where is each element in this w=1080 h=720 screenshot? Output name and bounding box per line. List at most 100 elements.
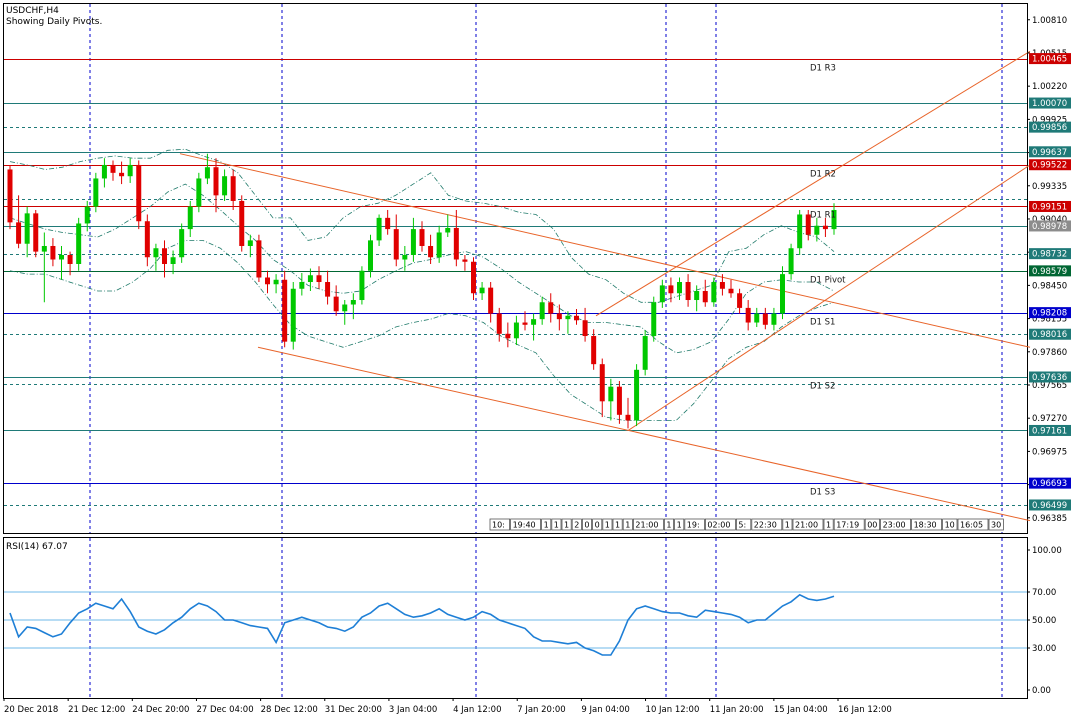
price-tick-label-5: 0.99335 — [1032, 182, 1067, 192]
session-label-25: 10 — [945, 521, 955, 530]
candle-body-74 — [642, 336, 648, 370]
candle-body-93 — [805, 214, 811, 235]
session-box-26 — [957, 518, 989, 531]
price-tag-box-1 — [1029, 97, 1071, 109]
price-tag-box-12 — [1029, 424, 1071, 436]
rsi-line — [9, 593, 835, 656]
time-label-3: 27 Dec 04:00 — [196, 705, 253, 715]
price-tick-label-13: 0.96975 — [1032, 447, 1067, 457]
candle-body-66 — [574, 315, 579, 321]
candle-body-45 — [393, 229, 399, 260]
candle-body-96 — [831, 209, 837, 230]
candle-body-1 — [16, 222, 22, 244]
price-tag-10: 0.98016 — [1032, 330, 1067, 340]
candle-body-52 — [453, 227, 459, 260]
main-plot-frame — [3, 3, 1028, 534]
session-label-5: 2 — [574, 521, 579, 530]
session-box-25 — [942, 518, 958, 531]
time-label-9: 9 Jan 04:00 — [581, 705, 629, 715]
time-label-10: 10 Jan 12:00 — [646, 705, 700, 715]
candle-body-37 — [325, 282, 331, 297]
candle-body-22 — [196, 178, 202, 207]
candle-body-47 — [410, 229, 416, 255]
session-box-8 — [602, 518, 613, 531]
candle-body-72 — [625, 414, 631, 421]
session-box-6 — [582, 518, 593, 531]
session-label-18: 1 — [785, 521, 790, 530]
candle-body-10 — [93, 178, 99, 207]
session-label-16: 5: — [738, 521, 746, 530]
price-tick-label-2: 1.00220 — [1032, 82, 1067, 92]
candle-body-39 — [342, 304, 348, 312]
candle-body-53 — [462, 259, 468, 262]
session-box-17 — [751, 518, 783, 531]
candle-body-14 — [127, 164, 133, 177]
session-label-7: 0 — [595, 521, 600, 530]
candle-body-8 — [76, 223, 82, 264]
price-tag-box-8 — [1029, 265, 1071, 277]
candle-body-64 — [556, 313, 562, 320]
price-tag-6: 0.98978 — [1032, 222, 1067, 232]
candle-body-65 — [565, 315, 571, 320]
session-label-13: 1 — [677, 521, 682, 530]
pivot-label-0: D1 R3 — [810, 64, 836, 74]
time-label-2: 24 Dec 20:00 — [132, 705, 189, 715]
price-tag-box-3 — [1029, 146, 1071, 158]
candle-body-21 — [187, 206, 193, 230]
candle-body-82 — [711, 282, 717, 303]
candle-body-88 — [762, 313, 768, 325]
price-tag-12: 0.97161 — [1032, 426, 1067, 436]
session-box-20 — [823, 518, 834, 531]
price-tick-label-0: 1.00810 — [1032, 16, 1067, 26]
candle-body-56 — [488, 287, 494, 314]
candle-body-68 — [591, 336, 597, 365]
candle-body-73 — [634, 369, 640, 421]
session-label-17: 22:30 — [754, 521, 777, 530]
session-labels: 10: 19:40 1 1 1 2 0 0 1 1 1 21:00 1 1 19: 02:00 5: 22:30 1… — [489, 518, 1004, 531]
session-label-10: 1 — [625, 521, 630, 530]
price-tag-1: 1.00070 — [1032, 99, 1067, 109]
candle-body-91 — [788, 248, 794, 275]
session-label-8: 1 — [605, 521, 610, 530]
session-box-27 — [988, 518, 1004, 531]
session-label-0: 10: — [492, 521, 505, 530]
candle-body-5 — [50, 245, 56, 260]
candle-body-86 — [745, 307, 751, 323]
price-tag-box-7 — [1029, 248, 1071, 260]
price-tick-label-11: 0.97565 — [1032, 381, 1067, 391]
rsi-panel: 100.00 70.00 50.00 30.00 0.00 — [4, 546, 1062, 696]
price-tag-box-5 — [1029, 200, 1071, 212]
session-box-7 — [592, 518, 603, 531]
candle-body-80 — [694, 291, 700, 301]
session-label-15: 02:00 — [707, 521, 730, 530]
session-label-19: 21:00 — [795, 521, 818, 530]
candle-body-49 — [428, 245, 434, 258]
session-label-22: 00 — [867, 521, 877, 530]
candle-body-67 — [582, 320, 588, 337]
candle-body-32 — [282, 279, 288, 342]
price-tags: 1.00465 1.00070 0.99856 0.99637 0.99522 0.991… — [1029, 53, 1071, 511]
candle-body-76 — [659, 285, 665, 303]
session-label-12: 1 — [666, 521, 671, 530]
candle-body-85 — [737, 293, 743, 308]
price-tag-11: 0.97636 — [1032, 373, 1067, 383]
rsi-header: RSI(14) 67.07 — [6, 542, 68, 552]
candle-body-90 — [780, 274, 785, 314]
candle-body-4 — [41, 245, 47, 252]
price-tick-label-10: 0.97860 — [1032, 348, 1067, 358]
candle-body-16 — [144, 221, 150, 258]
price-tag-box-2 — [1029, 121, 1071, 133]
pivot-label-2: D1 R1 — [810, 211, 836, 221]
candle-body-36 — [316, 275, 322, 283]
candle-body-61 — [531, 319, 537, 325]
price-tag-box-9 — [1029, 307, 1071, 319]
session-label-14: 19: — [687, 521, 700, 530]
candle-body-44 — [385, 217, 391, 230]
price-tag-box-13 — [1029, 477, 1071, 489]
session-box-1 — [510, 518, 542, 531]
candle-body-95 — [822, 225, 828, 230]
price-tag-box-11 — [1029, 371, 1071, 383]
candle-body-11 — [101, 164, 107, 179]
price-tag-4: 0.99522 — [1032, 161, 1067, 171]
candle-body-27 — [239, 200, 245, 246]
